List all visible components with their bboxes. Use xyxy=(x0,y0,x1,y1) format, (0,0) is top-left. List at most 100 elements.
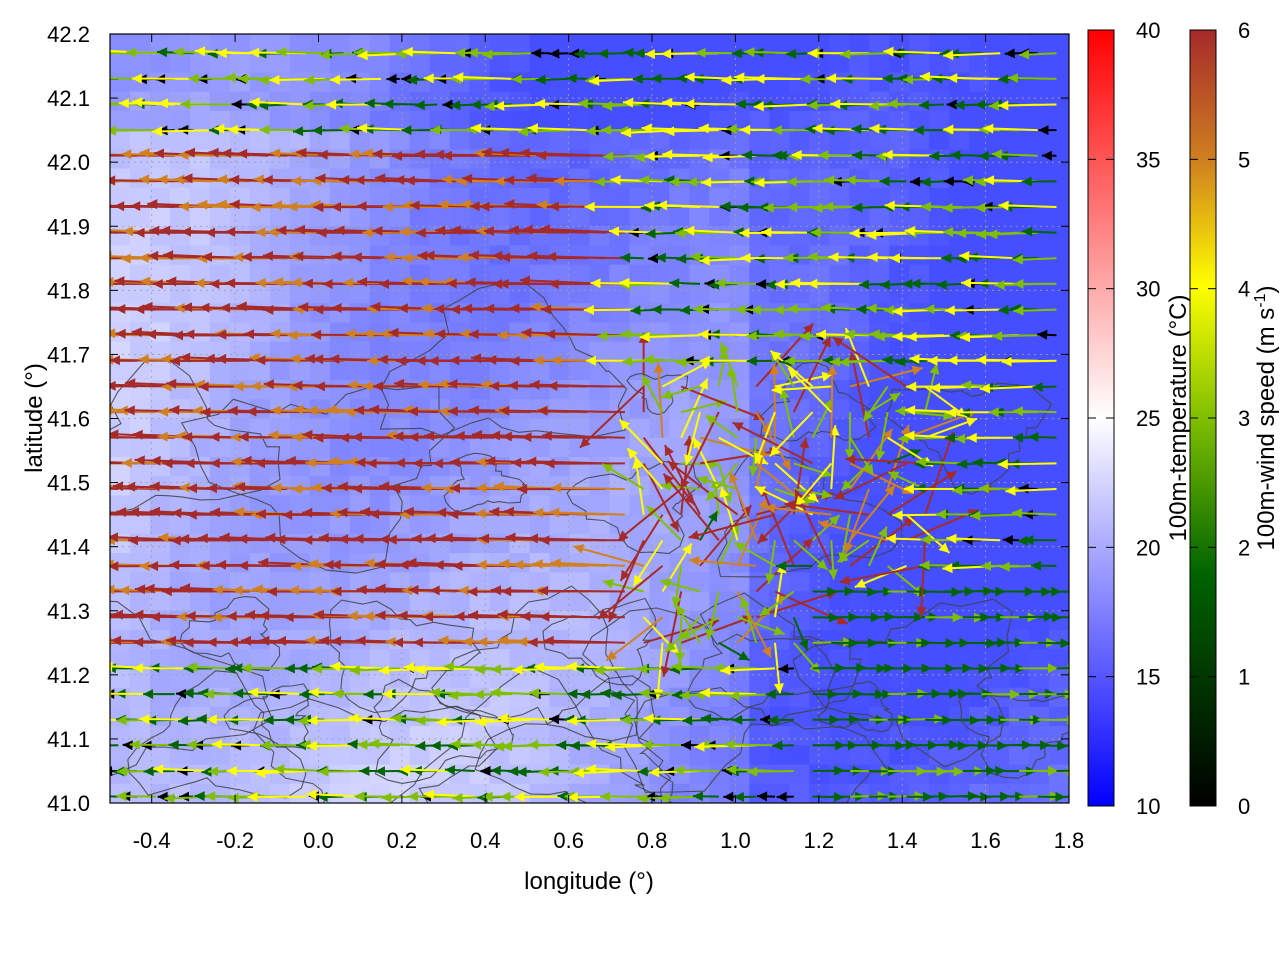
wind-vector-head xyxy=(290,353,301,364)
field-cell xyxy=(549,149,571,170)
wind-vector-head xyxy=(132,429,143,440)
field-cell xyxy=(929,130,950,150)
wind-vector-head xyxy=(179,534,190,544)
field-cell xyxy=(1049,726,1069,746)
wind-vector-head xyxy=(415,227,426,238)
wind-vector-head xyxy=(293,251,304,262)
wind-vector-head xyxy=(203,689,214,700)
field-cell xyxy=(1009,110,1030,131)
wind-vector-head xyxy=(263,379,274,390)
field-cell xyxy=(229,380,251,400)
field-cell xyxy=(229,322,251,343)
field-cell xyxy=(889,168,910,189)
field-cell xyxy=(289,630,311,650)
field-cell xyxy=(669,91,690,112)
field-cell xyxy=(909,726,930,746)
field-cell xyxy=(169,130,191,150)
field-cell xyxy=(110,264,131,285)
wind-vector-head xyxy=(354,791,365,802)
field-cell xyxy=(549,34,571,54)
contour-line xyxy=(792,598,1013,768)
field-cell xyxy=(869,283,890,304)
wind-vector-head xyxy=(414,149,425,160)
field-cell xyxy=(809,745,830,766)
wind-vector-head xyxy=(178,715,189,726)
wind-vector-head xyxy=(304,353,315,364)
wind-vector-head xyxy=(443,484,454,495)
field-cell xyxy=(209,399,231,420)
wind-vector-head xyxy=(454,611,465,622)
wind-vector-shaft xyxy=(110,333,119,337)
wind-vector-head xyxy=(228,637,238,648)
wind-vector-head xyxy=(380,328,391,339)
field-cell xyxy=(349,437,371,458)
wind-vector-head xyxy=(217,174,228,185)
field-cell xyxy=(749,649,770,669)
wind-vector-head xyxy=(567,688,578,699)
field-cell xyxy=(929,726,950,746)
field-cell xyxy=(969,91,990,112)
field-cell xyxy=(150,687,171,708)
field-cell xyxy=(609,53,631,73)
field-cell xyxy=(369,360,391,381)
field-cell xyxy=(209,360,231,381)
contour-line xyxy=(110,600,273,777)
wind-vector-head xyxy=(475,716,486,727)
field-cell xyxy=(130,207,151,227)
wind-vector-head xyxy=(369,509,380,520)
wind-vector-head xyxy=(249,47,260,58)
field-cell xyxy=(869,264,890,285)
wind-vector-head xyxy=(494,176,505,187)
wind-vector-head xyxy=(157,98,169,109)
field-cell xyxy=(789,457,810,477)
wind-vector-head xyxy=(216,329,227,340)
field-cell xyxy=(169,668,191,689)
wind-vector-head xyxy=(86,330,96,340)
field-cell xyxy=(829,34,850,54)
field-cell xyxy=(569,149,591,170)
field-cell xyxy=(329,764,351,785)
wind-vector-head xyxy=(489,381,500,392)
wind-vector-head xyxy=(446,278,457,289)
field-cell xyxy=(309,53,331,73)
field-cell xyxy=(169,745,191,766)
field-cell xyxy=(329,514,351,535)
field-cell xyxy=(1049,168,1069,189)
field-cell xyxy=(269,72,291,93)
wind-vector-head xyxy=(347,456,358,467)
wind-vector-head xyxy=(221,148,232,159)
field-cell xyxy=(969,360,990,381)
wind-vector-head xyxy=(208,147,219,158)
field-cell xyxy=(949,572,970,593)
field-cell xyxy=(1029,264,1050,285)
field-cell xyxy=(789,687,810,708)
wind-vector-head xyxy=(194,791,205,802)
field-cell xyxy=(249,649,271,669)
field-cell xyxy=(329,72,351,93)
wind-vector-head xyxy=(117,766,128,777)
wind-vector-head xyxy=(284,714,295,725)
field-cell xyxy=(449,668,471,689)
field-cell xyxy=(369,764,391,785)
field-cell xyxy=(549,380,571,400)
wind-vector-head xyxy=(212,584,223,595)
field-cell xyxy=(1009,149,1030,170)
field-cell xyxy=(1009,130,1030,150)
field-cell xyxy=(849,533,870,554)
field-cell xyxy=(529,360,551,381)
field-cell xyxy=(829,187,850,208)
field-cell xyxy=(269,437,291,458)
wind-vector-head xyxy=(484,101,495,112)
field-cell xyxy=(209,91,231,112)
wind-vector-head xyxy=(348,713,359,724)
wind-vector-head xyxy=(379,279,389,289)
wind-vector-head xyxy=(417,250,428,261)
wind-vector-head xyxy=(61,47,71,57)
wind-vector-head xyxy=(313,304,324,315)
field-cell xyxy=(709,360,730,381)
field-cell xyxy=(389,514,411,535)
wind-vector-head xyxy=(228,792,239,803)
field-cell xyxy=(389,53,411,73)
wind-vector-head xyxy=(307,715,318,726)
wind-vector-head xyxy=(125,481,136,492)
